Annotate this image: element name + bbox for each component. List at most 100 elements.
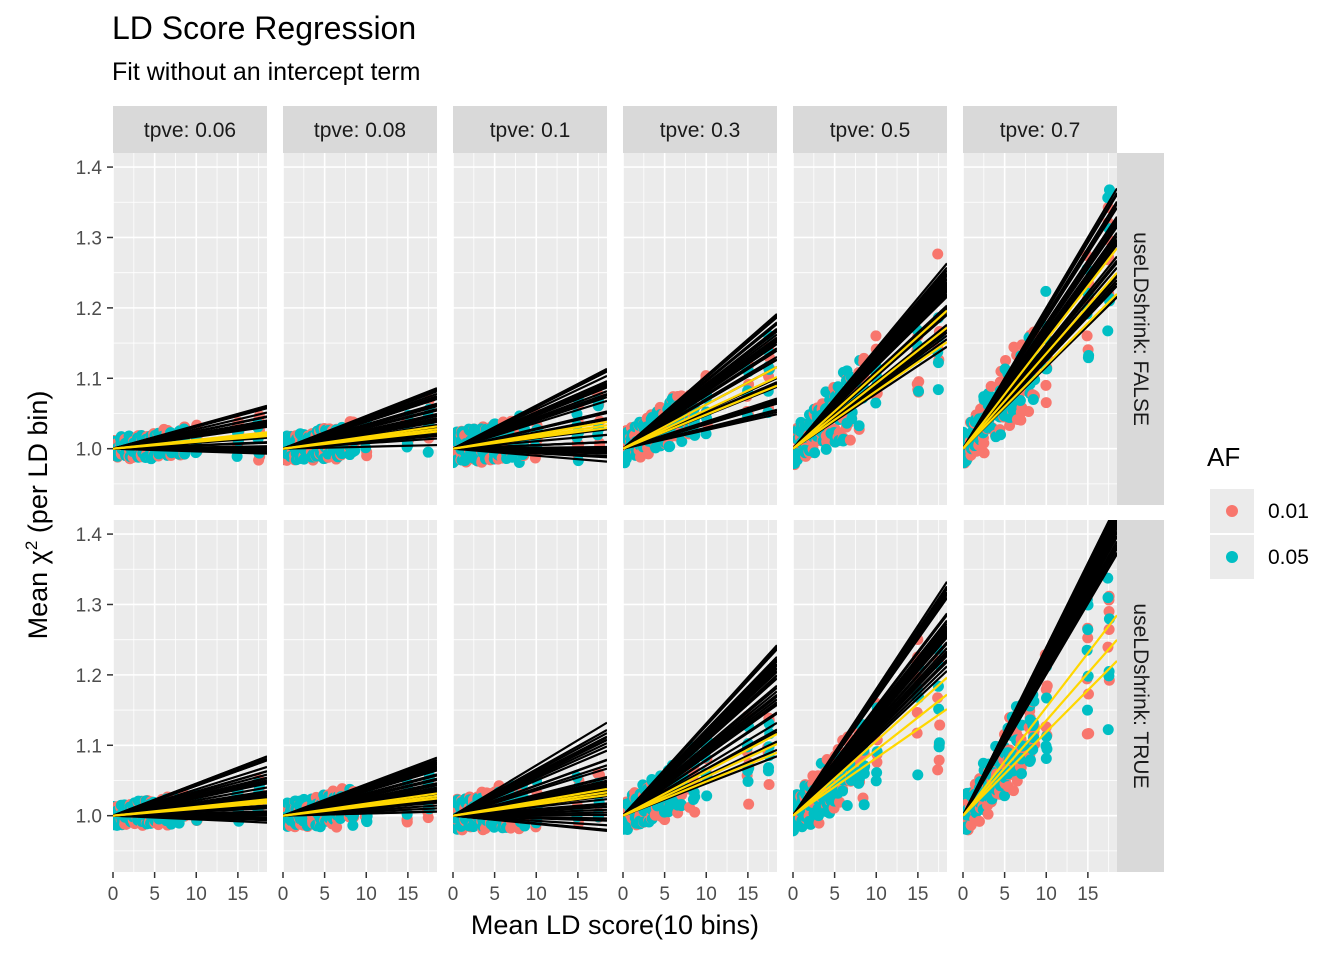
- x-tick-label: 5: [829, 884, 840, 905]
- data-point: [1082, 624, 1094, 636]
- x-tick-label: 5: [489, 884, 500, 905]
- legend-key-af-005: [1210, 535, 1254, 579]
- data-point: [934, 719, 946, 731]
- y-tick-label: 1.2: [76, 299, 102, 320]
- row-strip-label: useLDshrink: FALSE: [1129, 232, 1152, 426]
- x-tick-label: 0: [448, 884, 459, 905]
- row-strip-0: [1117, 153, 1164, 505]
- x-tick-label: 10: [186, 884, 207, 905]
- y-tick-label: 1.1: [76, 369, 102, 390]
- regression-line: [623, 408, 777, 450]
- data-point: [841, 800, 853, 812]
- data-point: [932, 357, 944, 369]
- x-tick-label: 15: [737, 884, 758, 905]
- legend-label-af-005: 0.05: [1268, 546, 1309, 569]
- data-point: [973, 815, 985, 827]
- legend-key-af-001: [1210, 489, 1254, 533]
- y-tick-label: 1.0: [76, 807, 102, 828]
- data-point: [701, 790, 713, 802]
- facet-strip-label: tpve: 0.08: [314, 119, 406, 142]
- regression-line: [453, 370, 607, 450]
- regression-line: [623, 340, 777, 450]
- data-point: [1041, 680, 1053, 692]
- x-tick-label: 10: [866, 884, 887, 905]
- chart-subtitle: Fit without an intercept term: [112, 58, 421, 86]
- y-tick-label: 1.3: [76, 228, 102, 249]
- x-tick-label: 15: [907, 884, 928, 905]
- data-point: [742, 775, 754, 787]
- regression-line: [113, 406, 267, 450]
- y-tick-label: 1.4: [76, 525, 103, 546]
- facet-strip-2: [453, 106, 607, 153]
- data-point: [933, 741, 945, 753]
- data-point: [809, 447, 821, 459]
- x-tick-label: 5: [319, 884, 330, 905]
- data-point: [1083, 349, 1095, 361]
- x-tick-label: 15: [397, 884, 418, 905]
- regression-line: [453, 440, 607, 450]
- data-point: [1023, 405, 1035, 417]
- data-point: [932, 248, 944, 260]
- regression-line: [453, 411, 607, 450]
- data-point: [870, 397, 882, 409]
- legend-dot-af-001: [1226, 505, 1238, 517]
- mean-fit-line: [623, 366, 777, 450]
- data-point: [1027, 393, 1039, 405]
- x-tick-label: 5: [149, 884, 160, 905]
- regression-line: [453, 447, 607, 458]
- data-point: [1040, 379, 1052, 391]
- y-axis-label-prefix: Mean χ: [23, 550, 53, 640]
- data-point: [853, 420, 865, 432]
- x-tick-label: 0: [958, 884, 969, 905]
- data-point: [1007, 785, 1019, 797]
- mean-fit-line: [623, 376, 777, 450]
- regression-line: [453, 380, 607, 450]
- chart-title: LD Score Regression: [112, 10, 417, 46]
- facet-strip-label: tpve: 0.5: [830, 119, 911, 142]
- data-point: [1081, 704, 1093, 716]
- data-point: [982, 808, 994, 820]
- data-point: [820, 443, 832, 455]
- x-tick-label: 15: [1077, 884, 1098, 905]
- regression-line: [793, 295, 947, 450]
- data-point: [1081, 330, 1093, 342]
- row-strip-label: useLDshrink: TRUE: [1129, 603, 1152, 788]
- data-point: [1102, 592, 1114, 604]
- x-tick-label: 0: [108, 884, 119, 905]
- data-point: [913, 376, 925, 388]
- regression-line: [623, 355, 777, 450]
- mean-fit-line: [113, 431, 267, 450]
- x-tick-label: 10: [696, 884, 717, 905]
- data-point: [995, 429, 1007, 441]
- data-point: [689, 806, 701, 818]
- regression-line: [283, 402, 437, 450]
- row-strip-1: [1117, 520, 1164, 872]
- y-tick-label: 1.3: [76, 595, 102, 616]
- data-point: [870, 330, 882, 342]
- data-point: [858, 799, 870, 811]
- data-point: [912, 769, 924, 781]
- regression-line: [283, 414, 437, 450]
- regression-line: [453, 396, 607, 450]
- x-tick-label: 10: [526, 884, 547, 905]
- facet-strip-label: tpve: 0.06: [144, 119, 236, 142]
- x-tick-label: 15: [567, 884, 588, 905]
- data-point: [1081, 728, 1093, 740]
- regression-line: [283, 392, 437, 450]
- x-tick-label: 0: [618, 884, 629, 905]
- legend-dot-af-005: [1226, 551, 1238, 563]
- mean-fit-line: [283, 425, 437, 450]
- regression-line: [453, 447, 607, 451]
- facet-strip-label: tpve: 0.1: [490, 119, 571, 142]
- y-tick-label: 1.0: [76, 440, 102, 461]
- regression-line: [793, 281, 947, 450]
- data-point: [913, 385, 925, 397]
- data-point: [763, 779, 775, 791]
- x-tick-label: 15: [227, 884, 248, 905]
- data-point: [932, 764, 944, 776]
- y-axis-label: Mean χ2 (per LD bin): [22, 391, 54, 640]
- data-point: [335, 446, 347, 458]
- data-point: [572, 455, 584, 467]
- x-tick-label: 5: [659, 884, 670, 905]
- legend-label-af-001: 0.01: [1268, 500, 1309, 523]
